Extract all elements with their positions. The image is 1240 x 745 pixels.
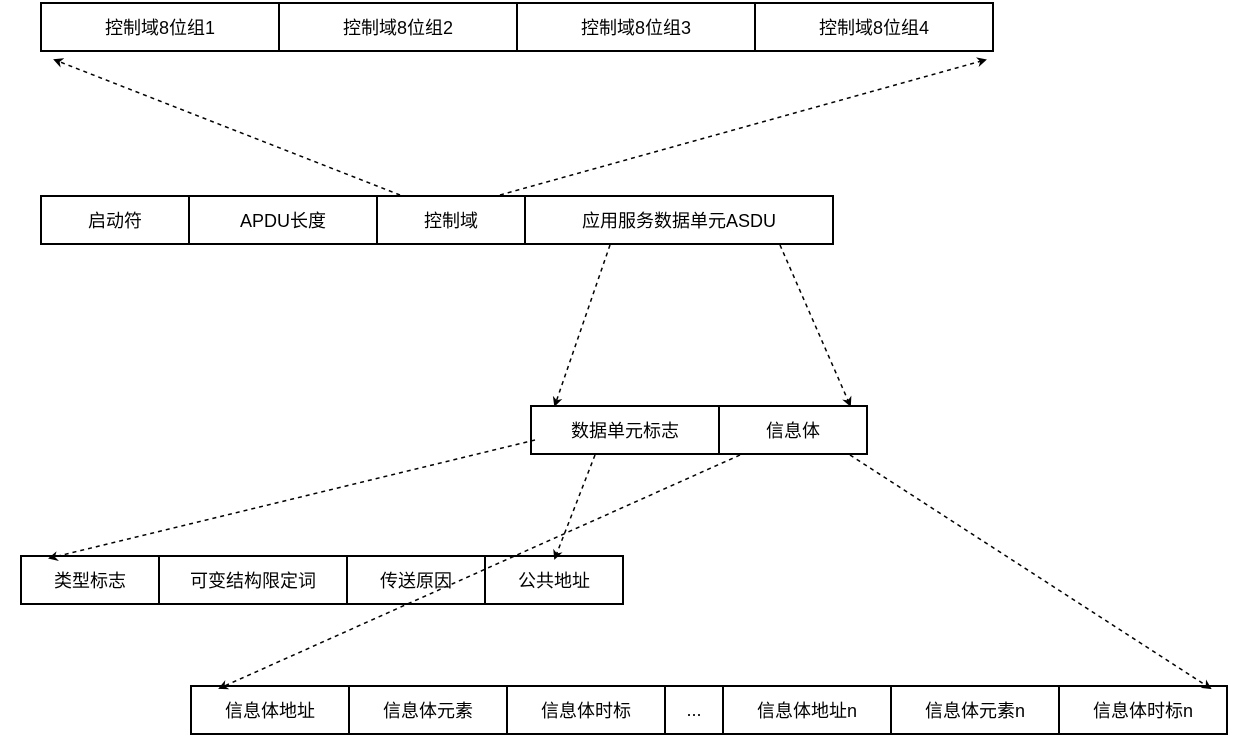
label-apdu-length: APDU长度 xyxy=(240,207,326,233)
row-control-bytes: 控制域8位组1 控制域8位组2 控制域8位组3 控制域8位组4 xyxy=(40,2,994,52)
arrow xyxy=(555,245,610,405)
cell-var-struct-qual: 可变结构限定词 xyxy=(158,555,348,605)
arrows-layer xyxy=(0,0,1240,745)
label-info-elem-n: 信息体元素n xyxy=(925,697,1025,723)
cell-ctrl-byte-1: 控制域8位组1 xyxy=(40,2,280,52)
cell-ellipsis: ... xyxy=(664,685,724,735)
label-info-elem: 信息体元素 xyxy=(383,697,473,723)
cell-info-body: 信息体 xyxy=(718,405,868,455)
arrow xyxy=(555,455,595,558)
label-type-id: 类型标志 xyxy=(54,567,126,593)
cell-cause-of-trans: 传送原因 xyxy=(346,555,486,605)
label-info-body: 信息体 xyxy=(766,417,820,443)
label-asdu: 应用服务数据单元ASDU xyxy=(582,207,776,233)
arrow xyxy=(850,455,1210,688)
row-info-objects: 信息体地址 信息体元素 信息体时标 ... 信息体地址n 信息体元素n 信息体时… xyxy=(190,685,1228,735)
label-info-addr-n: 信息体地址n xyxy=(757,697,857,723)
cell-info-elem-n: 信息体元素n xyxy=(890,685,1060,735)
label-ellipsis: ... xyxy=(686,700,701,721)
label-ctrl-1: 控制域8位组1 xyxy=(105,14,215,40)
label-cause-of-trans: 传送原因 xyxy=(380,567,452,593)
row-asdu-parts: 数据单元标志 信息体 xyxy=(530,405,868,455)
label-info-time: 信息体时标 xyxy=(541,697,631,723)
cell-type-id: 类型标志 xyxy=(20,555,160,605)
label-ctrl-4: 控制域8位组4 xyxy=(819,14,929,40)
cell-start-char: 启动符 xyxy=(40,195,190,245)
cell-apdu-length: APDU长度 xyxy=(188,195,378,245)
row-duid-parts: 类型标志 可变结构限定词 传送原因 公共地址 xyxy=(20,555,624,605)
cell-data-unit-id: 数据单元标志 xyxy=(530,405,720,455)
arrow xyxy=(55,60,400,195)
cell-info-addr: 信息体地址 xyxy=(190,685,350,735)
label-ctrl-2: 控制域8位组2 xyxy=(343,14,453,40)
cell-info-time: 信息体时标 xyxy=(506,685,666,735)
cell-ctrl-byte-4: 控制域8位组4 xyxy=(754,2,994,52)
label-common-addr: 公共地址 xyxy=(518,567,590,593)
cell-info-time-n: 信息体时标n xyxy=(1058,685,1228,735)
cell-asdu: 应用服务数据单元ASDU xyxy=(524,195,834,245)
arrow xyxy=(500,60,985,195)
label-ctrl-3: 控制域8位组3 xyxy=(581,14,691,40)
label-info-time-n: 信息体时标n xyxy=(1093,697,1193,723)
cell-info-addr-n: 信息体地址n xyxy=(722,685,892,735)
arrow xyxy=(50,440,535,558)
label-control-field: 控制域 xyxy=(424,207,478,233)
label-start-char: 启动符 xyxy=(88,207,142,233)
cell-control-field: 控制域 xyxy=(376,195,526,245)
cell-ctrl-byte-2: 控制域8位组2 xyxy=(278,2,518,52)
cell-common-addr: 公共地址 xyxy=(484,555,624,605)
arrow xyxy=(780,245,850,405)
row-apdu: 启动符 APDU长度 控制域 应用服务数据单元ASDU xyxy=(40,195,834,245)
cell-ctrl-byte-3: 控制域8位组3 xyxy=(516,2,756,52)
label-data-unit-id: 数据单元标志 xyxy=(571,417,679,443)
label-info-addr: 信息体地址 xyxy=(225,697,315,723)
cell-info-elem: 信息体元素 xyxy=(348,685,508,735)
label-var-struct-qual: 可变结构限定词 xyxy=(190,567,316,593)
